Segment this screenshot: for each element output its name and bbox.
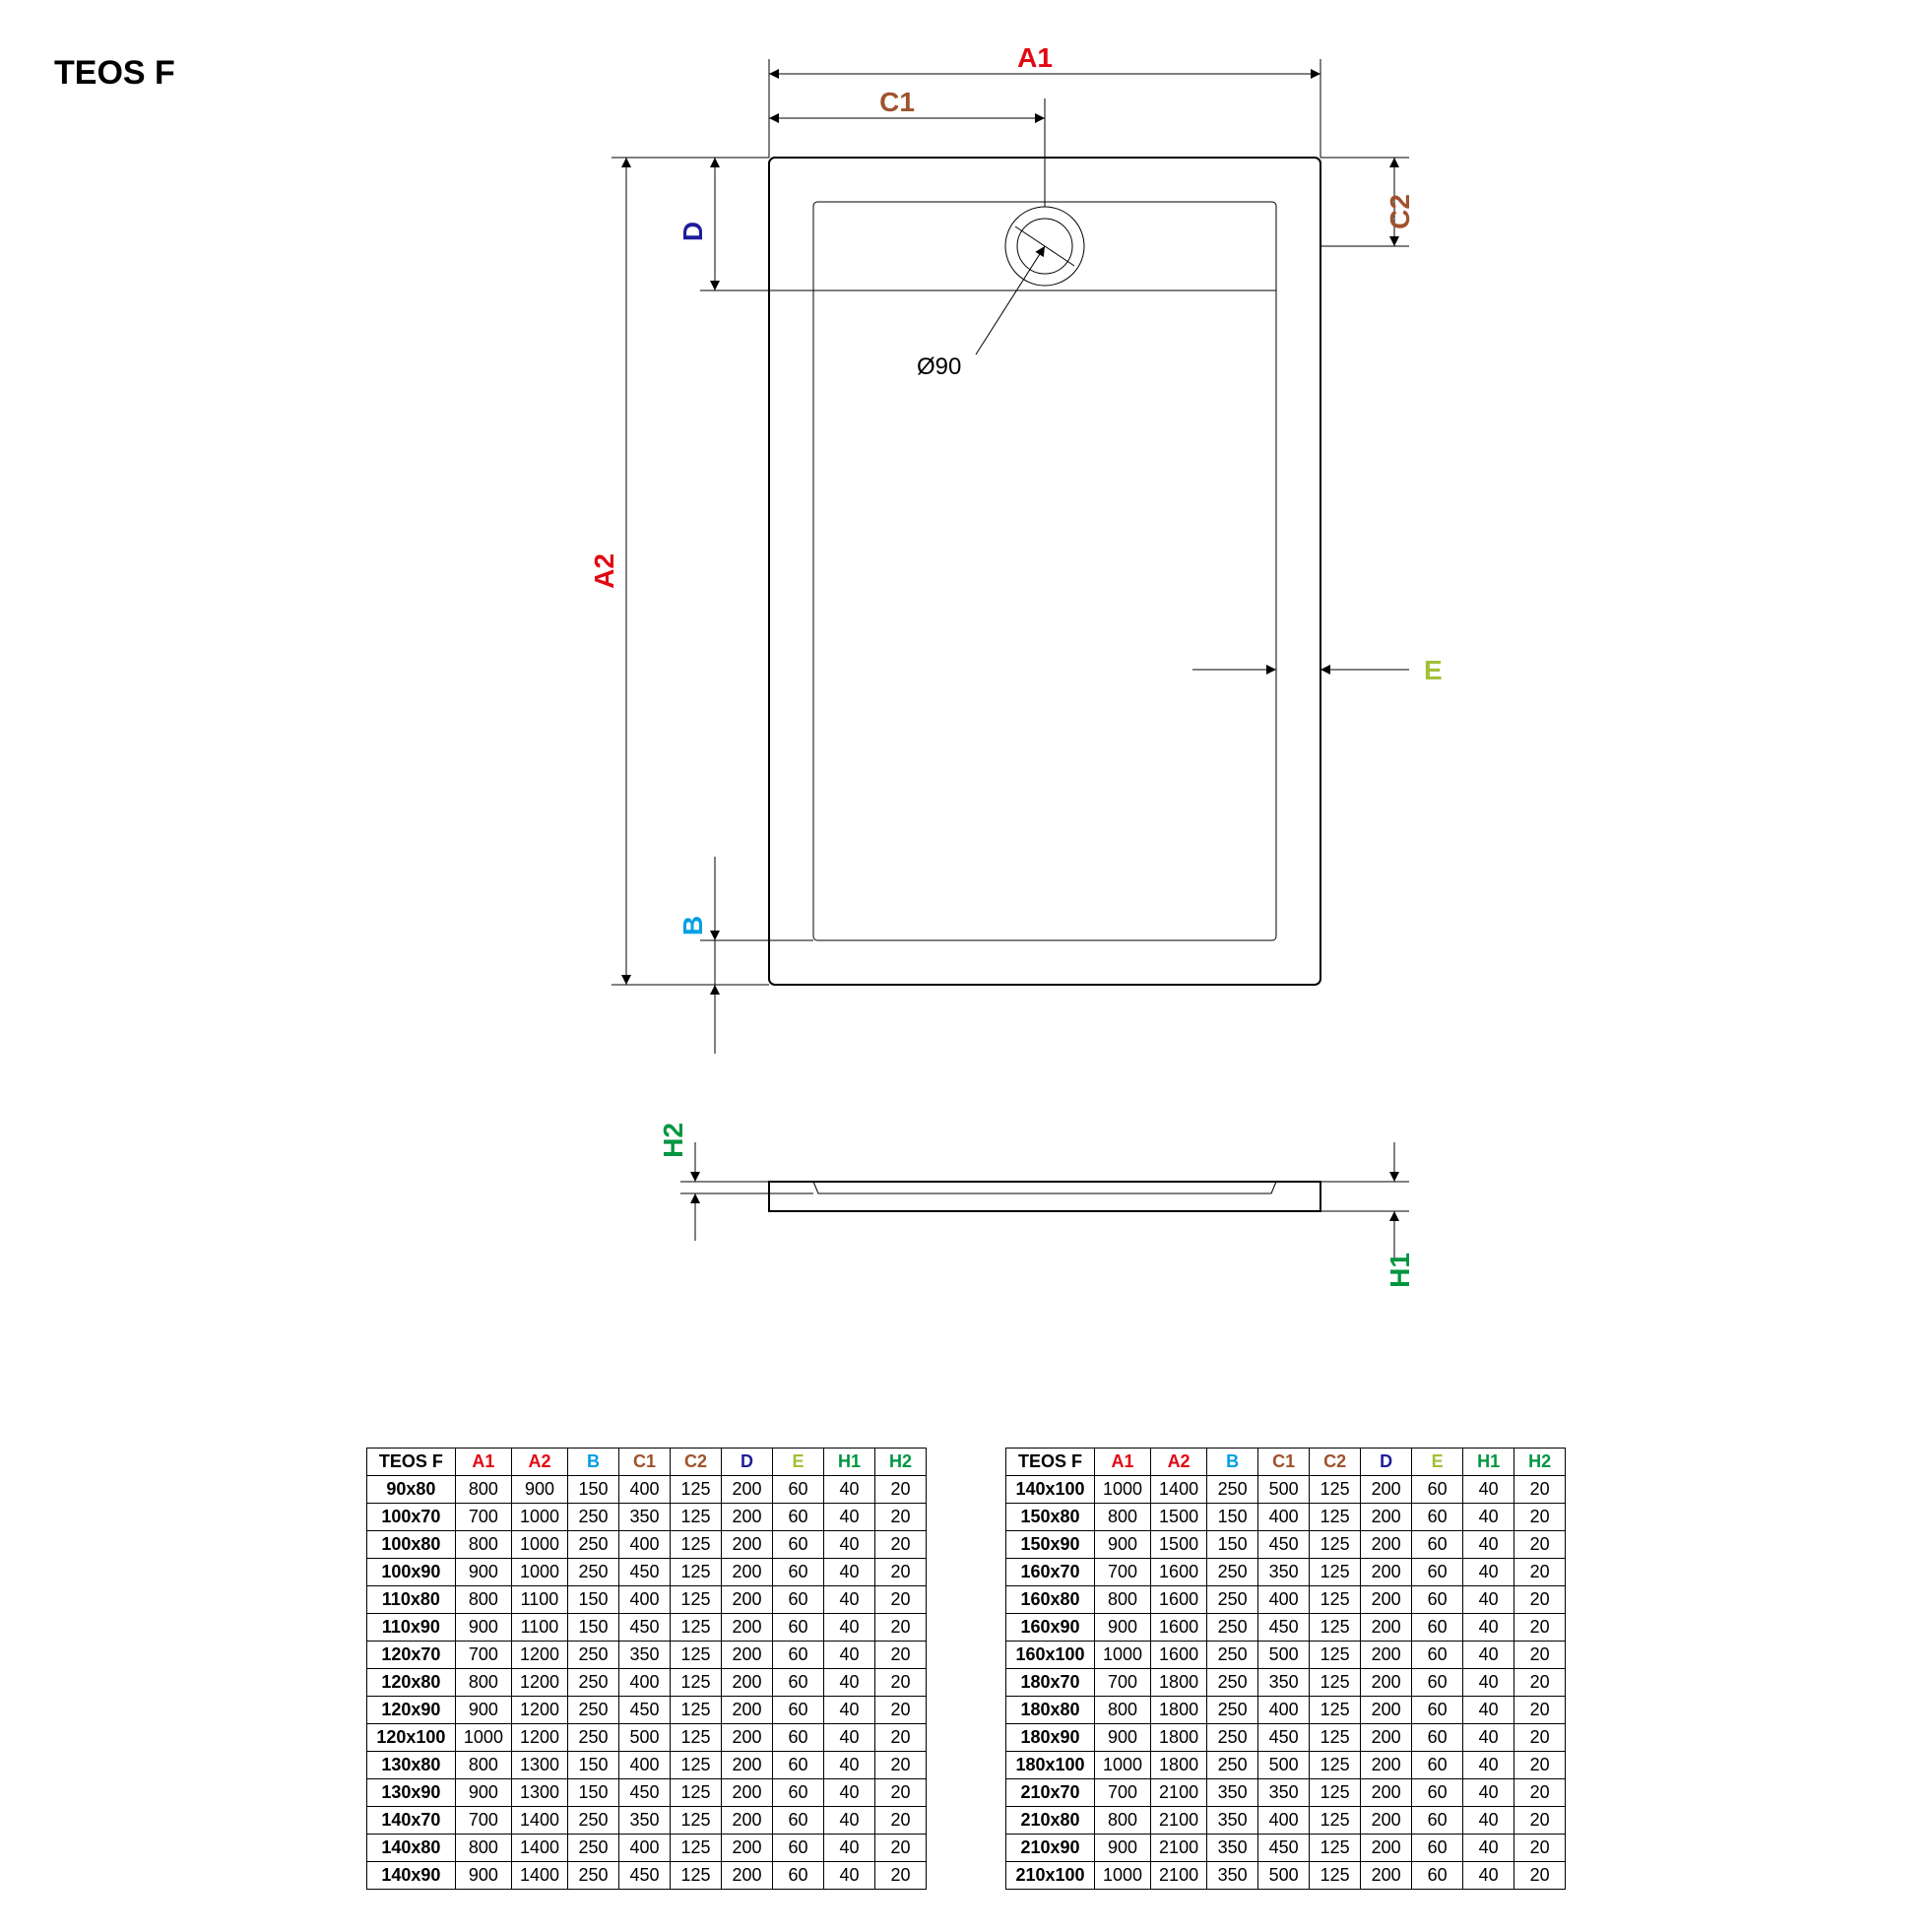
svg-text:E: E xyxy=(1424,655,1443,685)
table-row: 150x808001500150400125200604020 xyxy=(1006,1504,1566,1531)
top-view: Ø90 xyxy=(769,158,1320,985)
svg-text:H1: H1 xyxy=(1385,1253,1415,1288)
col-header: D xyxy=(1361,1449,1412,1476)
table-row: 110x808001100150400125200604020 xyxy=(366,1586,926,1614)
table-row: 150x909001500150450125200604020 xyxy=(1006,1531,1566,1559)
side-view: H2 H1 xyxy=(658,1123,1415,1288)
table-row: 100x707001000250350125200604020 xyxy=(366,1504,926,1531)
diameter-label: Ø90 xyxy=(917,354,961,380)
table-row: 110x909001100150450125200604020 xyxy=(366,1614,926,1642)
col-header: A2 xyxy=(1151,1449,1207,1476)
drawing-svg: Ø90 A1 C1 C2 D A2 B xyxy=(424,39,1508,1418)
dimensions-table-left: TEOS FA1A2BC1C2DEH1H290x8080090015040012… xyxy=(366,1448,927,1890)
col-header: A1 xyxy=(455,1449,511,1476)
dim-e: E xyxy=(1192,655,1443,685)
col-header: H2 xyxy=(875,1449,927,1476)
col-header: C1 xyxy=(1258,1449,1310,1476)
table-row: 160x10010001600250500125200604020 xyxy=(1006,1642,1566,1669)
table-row: 120x10010001200250500125200604020 xyxy=(366,1724,926,1752)
svg-text:C1: C1 xyxy=(879,87,915,117)
table-row: 210x707002100350350125200604020 xyxy=(1006,1779,1566,1807)
col-header: H2 xyxy=(1514,1449,1566,1476)
table-row: 140x10010001400250500125200604020 xyxy=(1006,1476,1566,1504)
table-row: 180x707001800250350125200604020 xyxy=(1006,1669,1566,1697)
col-header: H1 xyxy=(1463,1449,1514,1476)
col-header: C1 xyxy=(619,1449,671,1476)
table-row: 180x10010001800250500125200604020 xyxy=(1006,1752,1566,1779)
table-row: 140x808001400250400125200604020 xyxy=(366,1835,926,1862)
table-row: 210x10010002100350500125200604020 xyxy=(1006,1862,1566,1890)
table-row: 180x909001800250450125200604020 xyxy=(1006,1724,1566,1752)
dim-b: B xyxy=(677,857,813,1054)
table-row: 120x808001200250400125200604020 xyxy=(366,1669,926,1697)
dim-c2: C2 xyxy=(1320,158,1415,246)
col-header: A2 xyxy=(511,1449,567,1476)
col-header: E xyxy=(1412,1449,1463,1476)
svg-text:H2: H2 xyxy=(658,1123,688,1158)
table-row: 120x707001200250350125200604020 xyxy=(366,1642,926,1669)
col-header: TEOS F xyxy=(1006,1449,1095,1476)
table-row: 130x808001300150400125200604020 xyxy=(366,1752,926,1779)
table-row: 180x808001800250400125200604020 xyxy=(1006,1697,1566,1724)
table-row: 100x808001000250400125200604020 xyxy=(366,1531,926,1559)
table-row: 120x909001200250450125200604020 xyxy=(366,1697,926,1724)
col-header: B xyxy=(568,1449,619,1476)
tables-container: TEOS FA1A2BC1C2DEH1H290x8080090015040012… xyxy=(39,1448,1893,1890)
dim-a2: A2 xyxy=(589,158,769,985)
table-row: 160x707001600250350125200604020 xyxy=(1006,1559,1566,1586)
svg-text:B: B xyxy=(677,916,708,935)
col-header: H1 xyxy=(824,1449,875,1476)
col-header: E xyxy=(773,1449,824,1476)
col-header: D xyxy=(722,1449,773,1476)
table-row: 140x707001400250350125200604020 xyxy=(366,1807,926,1835)
table-row: 90x80800900150400125200604020 xyxy=(366,1476,926,1504)
svg-text:A2: A2 xyxy=(589,553,619,589)
dimensions-table-right: TEOS FA1A2BC1C2DEH1H2140x100100014002505… xyxy=(1005,1448,1566,1890)
page-title: TEOS F xyxy=(54,54,175,93)
table-row: 160x808001600250400125200604020 xyxy=(1006,1586,1566,1614)
svg-text:D: D xyxy=(677,222,708,241)
col-header: A1 xyxy=(1095,1449,1151,1476)
svg-text:C2: C2 xyxy=(1385,194,1415,229)
table-row: 100x909001000250450125200604020 xyxy=(366,1559,926,1586)
table-row: 160x909001600250450125200604020 xyxy=(1006,1614,1566,1642)
table-row: 140x909001400250450125200604020 xyxy=(366,1862,926,1890)
dim-c1: C1 xyxy=(769,87,1045,207)
col-header: C2 xyxy=(671,1449,722,1476)
technical-drawing: Ø90 A1 C1 C2 D A2 B xyxy=(424,39,1508,1418)
table-row: 210x909002100350450125200604020 xyxy=(1006,1835,1566,1862)
table-row: 130x909001300150450125200604020 xyxy=(366,1779,926,1807)
col-header: C2 xyxy=(1310,1449,1361,1476)
table-row: 210x808002100350400125200604020 xyxy=(1006,1807,1566,1835)
dim-d: D xyxy=(677,158,813,290)
svg-text:A1: A1 xyxy=(1017,42,1053,73)
col-header: TEOS F xyxy=(366,1449,455,1476)
col-header: B xyxy=(1207,1449,1258,1476)
